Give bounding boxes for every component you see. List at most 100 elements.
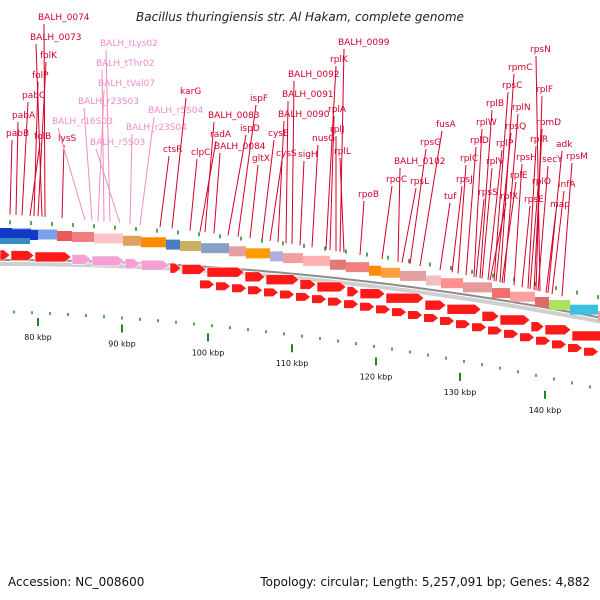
feature-leader-line — [171, 97, 187, 229]
feature-label: rplC — [460, 154, 478, 164]
feature-leader-line — [339, 157, 345, 253]
feature-label: rpsH — [516, 153, 537, 163]
feature-leader-line — [495, 132, 512, 282]
cog-band-segment — [549, 300, 570, 311]
feature-label: BALH_0091 — [282, 90, 334, 100]
feature-label: nusG — [312, 134, 335, 144]
cds-arrow — [181, 264, 207, 275]
feature-label: rpsC — [502, 81, 522, 91]
feature-label: tuf — [444, 192, 457, 202]
kbp-tick-label: 100 kbp — [192, 348, 225, 357]
feature-label: sigH — [298, 150, 318, 160]
feature-label: rpoB — [358, 190, 379, 200]
cds-arrow — [244, 271, 266, 283]
feature-leader-line — [475, 198, 485, 278]
cog-band-segment — [0, 238, 30, 244]
cds-arrow — [216, 282, 230, 291]
feature-label: fusA — [436, 120, 457, 130]
feature-label: rpoC — [386, 175, 407, 185]
cds-arrow — [360, 302, 374, 311]
feature-leader-line — [537, 165, 549, 291]
feature-label: rpsM — [566, 152, 588, 162]
feature-label: rplK — [330, 55, 349, 65]
feature-leader-line — [105, 49, 111, 223]
feature-leader-line — [61, 144, 65, 219]
cog-band-segment — [346, 262, 369, 273]
feature-label: ispD — [240, 124, 260, 134]
cds-arrow — [472, 323, 486, 332]
feature-leader-line — [261, 139, 275, 240]
cds-arrow — [530, 321, 545, 332]
feature-label: BALH_0099 — [338, 38, 390, 48]
feature-label: BALH_0084 — [214, 142, 266, 152]
cog-band-segment — [463, 282, 492, 293]
feature-label: folK — [40, 51, 58, 61]
map-title: Bacillus thuringiensis str. Al Hakam, co… — [136, 10, 464, 24]
feature-label: rplD — [470, 136, 489, 146]
cds-arrow — [568, 344, 582, 353]
feature-label: rplJ — [330, 125, 345, 135]
cds-arrow — [280, 290, 294, 299]
kbp-tick-label: 80 kbp — [24, 333, 52, 342]
cds-arrow — [424, 313, 438, 322]
feature-leader-line — [401, 187, 417, 263]
feature-leader-line — [83, 107, 93, 221]
cds-arrow — [446, 304, 482, 315]
cds-arrow — [571, 330, 600, 342]
feature-leader-line — [129, 133, 133, 225]
cds-arrow — [312, 295, 326, 304]
cog-band-segment — [381, 267, 400, 278]
cds-arrow — [124, 258, 141, 270]
feature-label: pabC — [22, 91, 45, 101]
cog-band-segment — [166, 239, 180, 250]
feature-label: BALH_r16S03 — [52, 117, 113, 127]
cds-arrow — [200, 280, 214, 289]
cog-band-segment — [31, 229, 57, 240]
kbp-tick-label: 130 kbp — [444, 388, 477, 397]
feature-label: rplA — [328, 105, 347, 115]
cds-arrow — [248, 286, 262, 295]
cds-arrow — [499, 314, 531, 326]
cds-arrow — [346, 286, 360, 297]
cog-band-segment — [510, 291, 535, 302]
cog-band-segment — [246, 248, 270, 259]
feature-label: BALH_r23S03 — [78, 97, 139, 107]
cds-arrow — [34, 251, 72, 263]
feature-label: rpsE — [524, 195, 544, 205]
feature-label: karG — [180, 87, 201, 97]
feature-label: rplB — [486, 99, 504, 109]
feature-leader-line — [457, 164, 467, 274]
feature-label: BALH_tVal07 — [98, 79, 155, 89]
feature-label: BALH_r5S04 — [148, 106, 203, 116]
feature-label: rplR — [530, 135, 548, 145]
feature-label: radA — [210, 130, 232, 140]
cog-band-segment — [426, 275, 441, 286]
cds-arrow — [296, 292, 310, 301]
feature-leader-line — [409, 148, 427, 265]
cds-arrow — [392, 308, 406, 317]
feature-label: BALH_0074 — [38, 13, 90, 23]
kbp-tick-label: 110 kbp — [276, 359, 309, 368]
feature-leader-line — [381, 185, 393, 260]
feature-leader-line — [199, 140, 217, 232]
feature-leader-line — [213, 152, 221, 234]
feature-leader-line — [204, 121, 215, 233]
feature-leader-line — [545, 210, 557, 293]
feature-leader-line — [325, 65, 337, 250]
feature-leader-line — [43, 23, 46, 217]
cds-arrow — [10, 250, 35, 261]
feature-leader-line — [451, 185, 463, 273]
feature-label: rplP — [496, 139, 514, 149]
feature-leader-line — [487, 149, 503, 280]
feature-leader-line — [465, 146, 477, 276]
feature-leader-line — [359, 200, 365, 256]
feature-leader-line — [535, 55, 541, 292]
cog-band-segment — [72, 231, 94, 242]
feature-leader-line — [57, 127, 86, 221]
feature-label: infA — [558, 180, 576, 190]
cds-arrow — [488, 326, 502, 335]
feature-leader-line — [227, 134, 247, 236]
cds-arrow — [481, 310, 500, 322]
feature-leader-line — [499, 73, 515, 283]
